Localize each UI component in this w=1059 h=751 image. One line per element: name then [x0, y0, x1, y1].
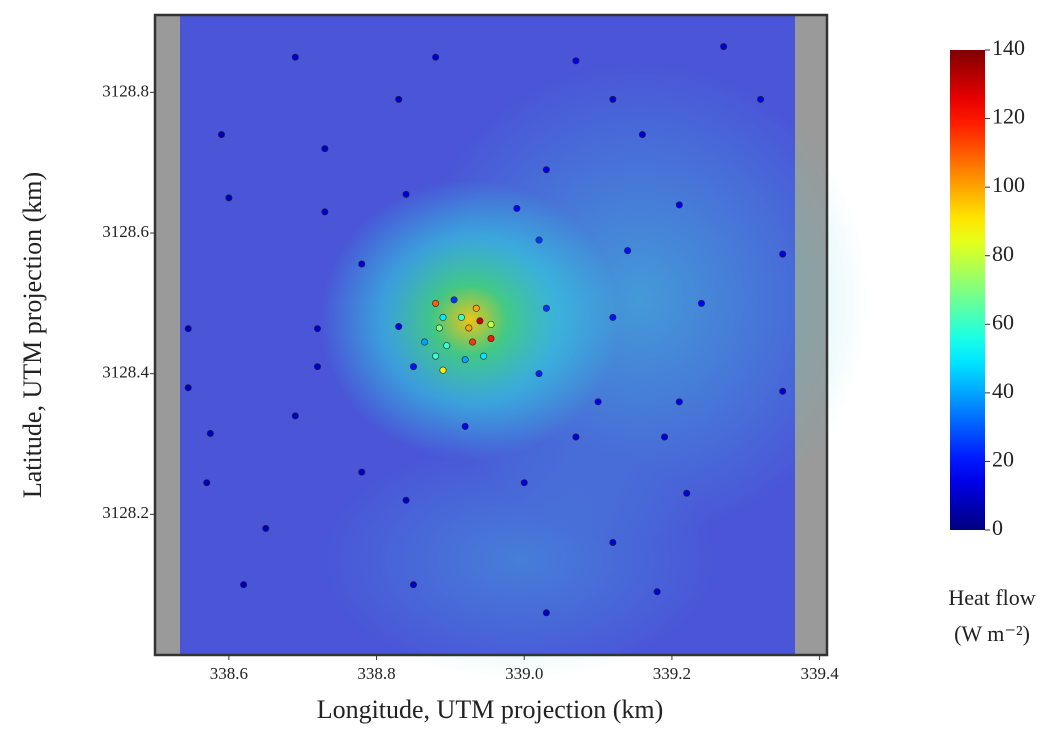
data-point — [436, 325, 442, 331]
data-point — [536, 370, 542, 376]
y-tick-label: 3128.4 — [102, 363, 149, 382]
colorbar-tick-label: 100 — [992, 172, 1025, 197]
data-point — [432, 300, 438, 306]
data-point — [218, 131, 224, 137]
data-point — [480, 353, 486, 359]
colorbar-tick-label: 60 — [992, 309, 1014, 334]
data-point — [432, 353, 438, 359]
data-point — [720, 43, 726, 49]
data-point — [240, 581, 246, 587]
data-point — [661, 434, 667, 440]
x-tick-label: 339.2 — [653, 664, 691, 683]
data-point — [514, 205, 520, 211]
data-point — [292, 413, 298, 419]
x-tick-label: 338.8 — [357, 664, 395, 683]
data-point — [263, 525, 269, 531]
data-point — [757, 96, 763, 102]
colorbar-tick-label: 40 — [992, 378, 1014, 403]
data-point — [536, 237, 542, 243]
data-point — [477, 318, 483, 324]
colorbar-tick-label: 20 — [992, 446, 1014, 471]
colorbar-label: Heat flow — [948, 585, 1035, 610]
data-point — [676, 399, 682, 405]
data-point — [639, 131, 645, 137]
data-point — [458, 314, 464, 320]
colorbar-tick-label: 120 — [992, 104, 1025, 129]
data-point — [207, 430, 213, 436]
data-point — [521, 479, 527, 485]
data-point — [421, 339, 427, 345]
data-point — [314, 363, 320, 369]
data-point — [359, 261, 365, 267]
data-point — [322, 209, 328, 215]
data-point — [466, 325, 472, 331]
data-point — [469, 339, 475, 345]
colorbar-tick-label: 80 — [992, 241, 1014, 266]
data-point — [543, 167, 549, 173]
data-point — [403, 497, 409, 503]
data-point — [359, 469, 365, 475]
data-point — [322, 145, 328, 151]
data-point — [203, 479, 209, 485]
data-point — [443, 342, 449, 348]
data-point — [314, 325, 320, 331]
chart: Longitude, UTM projection (km) Latitude,… — [0, 0, 1059, 751]
data-point — [573, 58, 579, 64]
data-point — [440, 367, 446, 373]
data-point — [440, 314, 446, 320]
map-background — [155, 15, 870, 680]
data-point — [410, 363, 416, 369]
data-point — [473, 305, 479, 311]
data-point — [410, 581, 416, 587]
data-point — [698, 300, 704, 306]
data-point — [226, 195, 232, 201]
colorbar-label: (W m⁻²) — [954, 621, 1030, 646]
data-point — [292, 54, 298, 60]
data-point — [573, 434, 579, 440]
data-point — [595, 399, 601, 405]
x-tick-label: 339.4 — [800, 664, 839, 683]
data-point — [654, 589, 660, 595]
colorbar — [950, 50, 985, 530]
data-point — [610, 96, 616, 102]
data-point — [185, 385, 191, 391]
x-tick-label: 339.0 — [505, 664, 543, 683]
data-point — [462, 356, 468, 362]
data-point — [543, 610, 549, 616]
data-point — [779, 388, 785, 394]
data-point — [779, 251, 785, 257]
data-point — [683, 490, 689, 496]
colorbar-tick-label: 0 — [992, 515, 1003, 540]
data-point — [610, 539, 616, 545]
x-axis-label: Longitude, UTM projection (km) — [317, 695, 664, 724]
y-tick-label: 3128.2 — [102, 503, 149, 522]
y-tick-label: 3128.6 — [102, 222, 149, 241]
data-point — [676, 202, 682, 208]
y-axis-label: Latitude, UTM projection (km) — [18, 172, 47, 498]
data-point — [610, 314, 616, 320]
data-point — [403, 191, 409, 197]
data-point — [543, 305, 549, 311]
data-point — [432, 54, 438, 60]
data-point — [185, 325, 191, 331]
data-point — [462, 423, 468, 429]
data-point — [624, 247, 630, 253]
page: Longitude, UTM projection (km) Latitude,… — [0, 0, 1059, 751]
data-point — [451, 297, 457, 303]
data-point — [395, 323, 401, 329]
y-tick-label: 3128.8 — [102, 81, 149, 100]
x-tick-label: 338.6 — [210, 664, 248, 683]
data-point — [488, 335, 494, 341]
data-point — [488, 321, 494, 327]
colorbar-tick-label: 140 — [992, 35, 1025, 60]
data-point — [395, 96, 401, 102]
